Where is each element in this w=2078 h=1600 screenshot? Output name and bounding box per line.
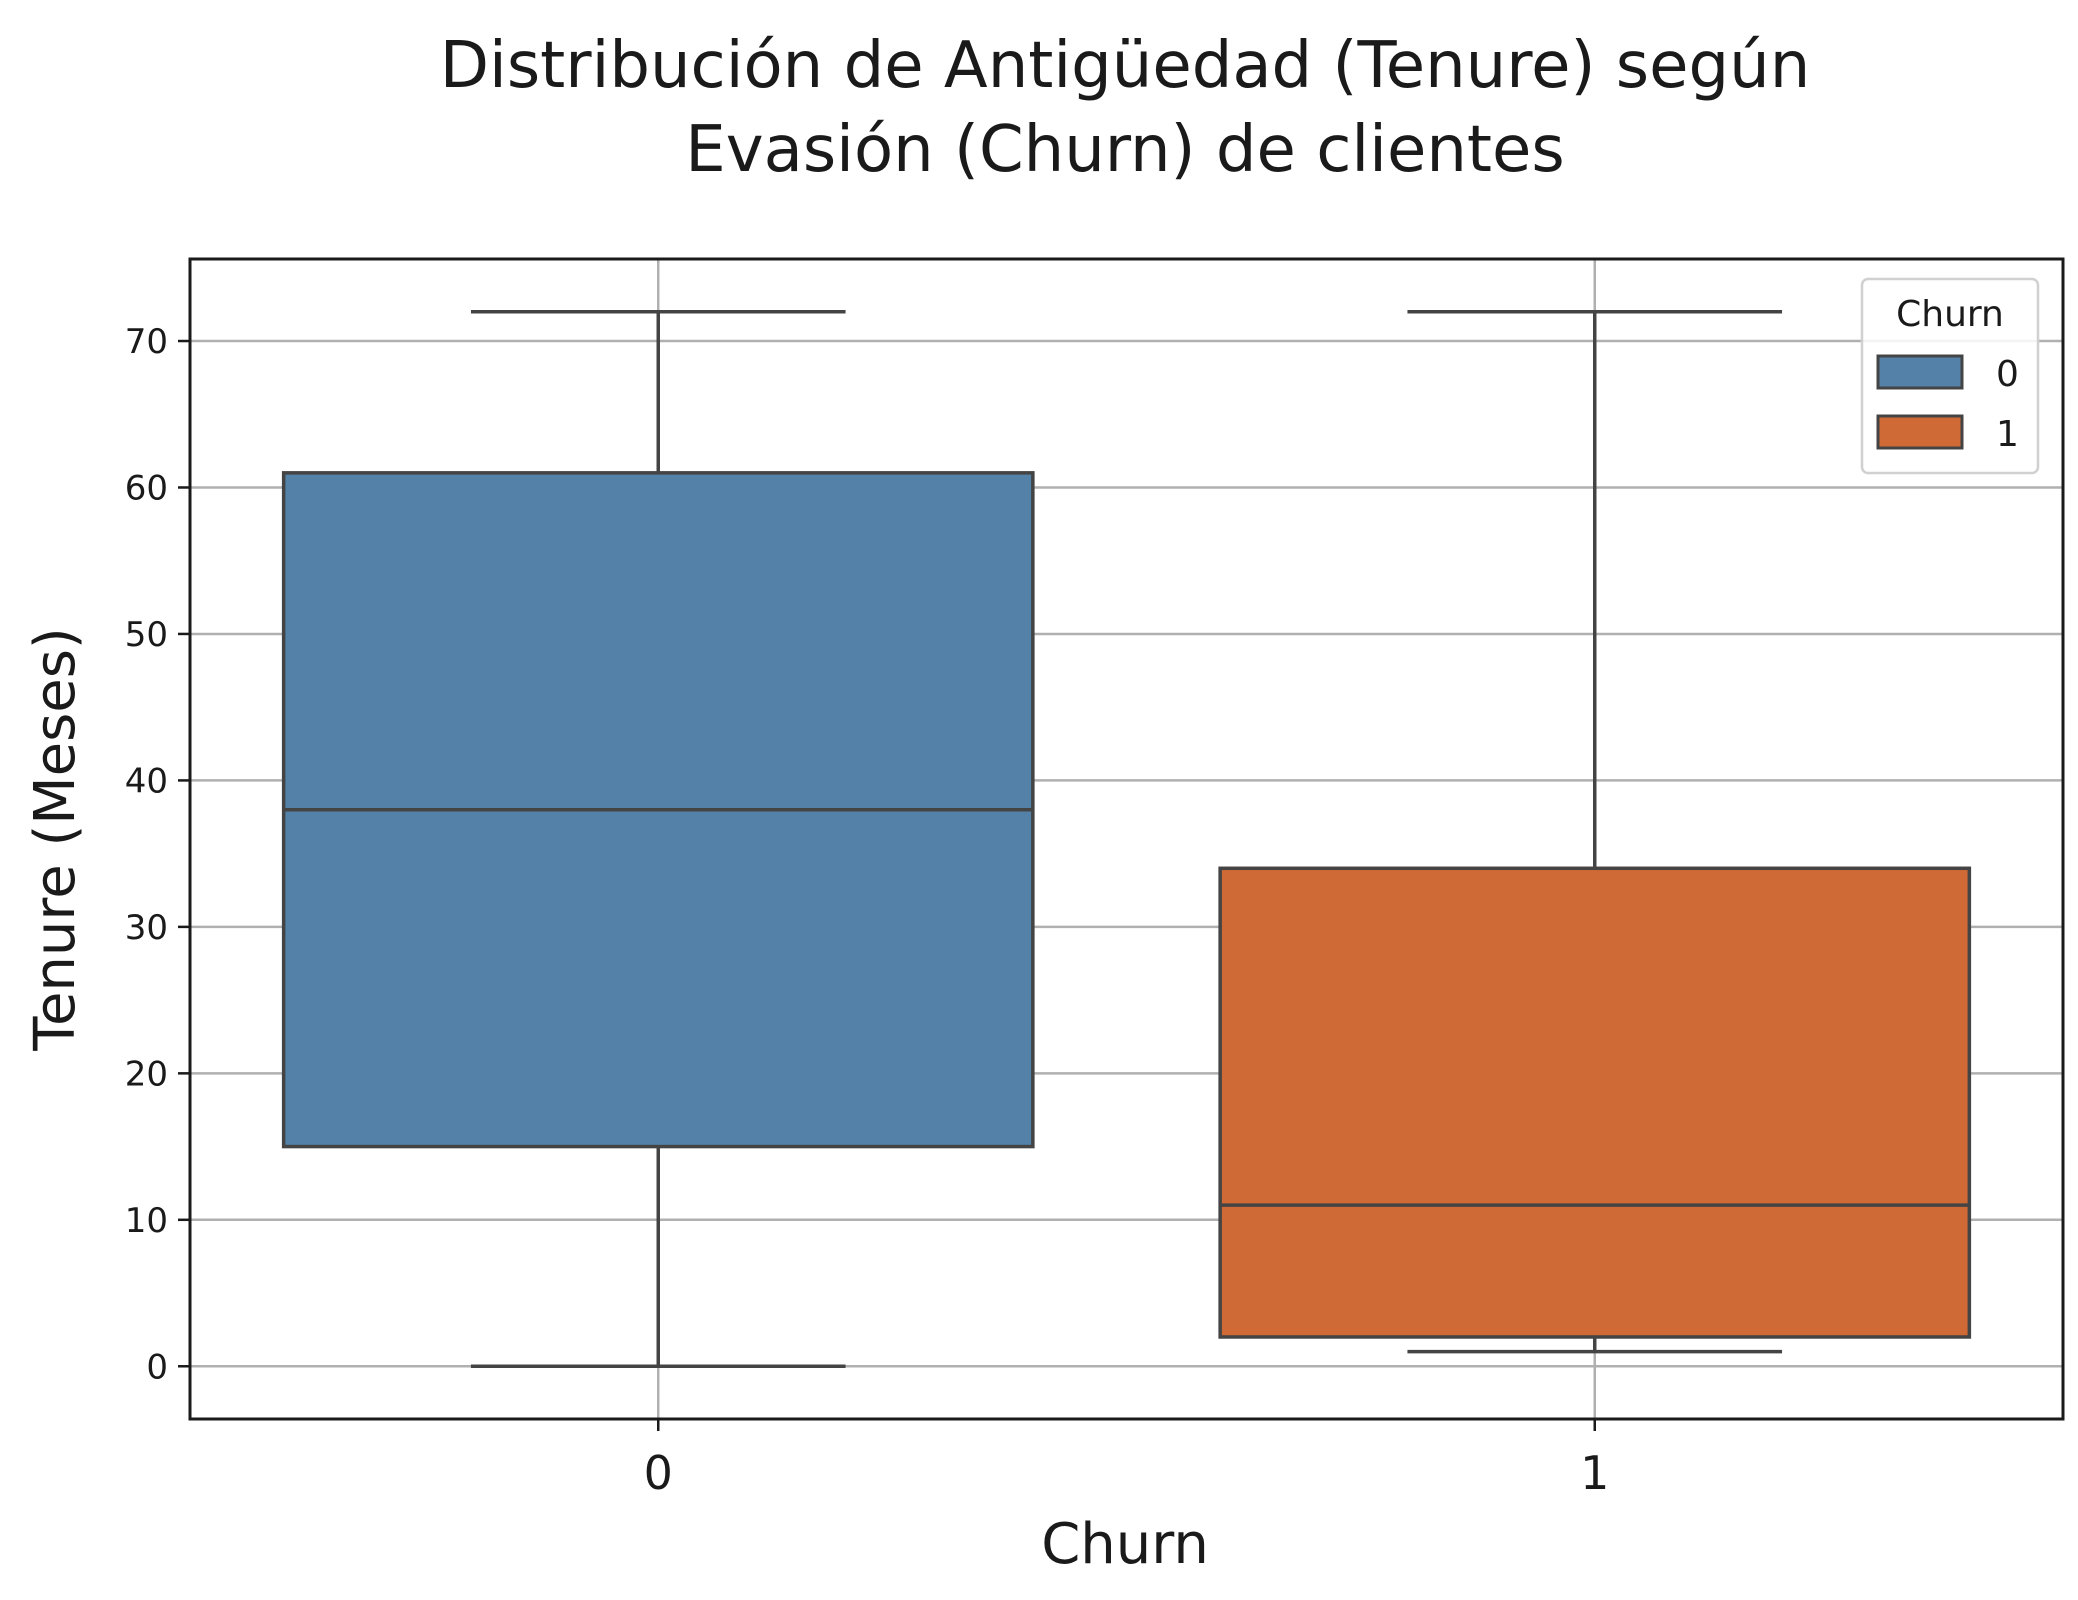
chart-title-line-1: Distribución de Antigüedad (Tenure) segú…: [440, 29, 1811, 103]
chart-title-line-2: Evasión (Churn) de clientes: [685, 113, 1564, 187]
box-iqr: [1218, 866, 1972, 1339]
y-tick-label: 30: [125, 908, 168, 948]
x-tick-label: 1: [1580, 1446, 1609, 1500]
legend: Churn 0 1: [1860, 277, 2040, 475]
plot-frame: [188, 257, 2065, 1421]
box-group: [281, 309, 1035, 1369]
y-tick-label: 20: [125, 1054, 168, 1094]
legend-label: 1: [1996, 414, 2019, 455]
y-tick-label: 0: [146, 1347, 168, 1387]
y-tick-label: 10: [125, 1201, 168, 1241]
y-tick-label: 60: [125, 468, 168, 508]
y-axis: 0 10 20 30 40 50 60 70: [125, 322, 190, 1387]
legend-label: 0: [1996, 354, 2019, 395]
y-axis-title: Tenure (Meses): [23, 627, 88, 1051]
y-tick-label: 70: [125, 322, 168, 362]
y-tick-label: 40: [125, 761, 168, 801]
box-group: [1218, 309, 1972, 1354]
x-tick-label: 0: [644, 1446, 673, 1500]
legend-title: Churn: [1896, 294, 2004, 335]
y-tick-label: 50: [125, 615, 168, 655]
legend-swatch: [1876, 414, 1964, 450]
legend-swatch: [1876, 354, 1964, 390]
box-layer: [281, 309, 1972, 1369]
x-axis-title: Churn: [1041, 1512, 1209, 1577]
